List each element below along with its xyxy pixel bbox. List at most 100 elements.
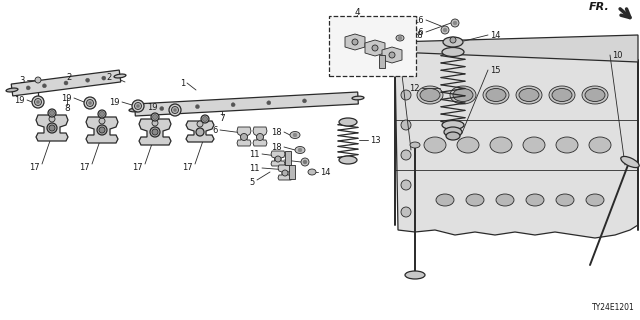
Circle shape [97,125,107,135]
Polygon shape [345,34,365,50]
Circle shape [86,100,93,107]
Ellipse shape [549,86,575,104]
Text: 19: 19 [109,98,120,107]
Circle shape [441,26,449,34]
Ellipse shape [523,137,545,153]
Circle shape [35,99,42,106]
Text: 11: 11 [250,164,260,172]
Text: 1: 1 [180,78,185,87]
Circle shape [303,160,307,164]
Circle shape [99,127,105,133]
Text: 2: 2 [107,73,112,82]
Circle shape [47,123,57,133]
Text: 15: 15 [490,66,500,75]
Text: 17: 17 [132,163,143,172]
Text: 12: 12 [410,84,420,92]
Circle shape [196,128,204,136]
Ellipse shape [586,194,604,206]
Text: 14: 14 [320,167,330,177]
Circle shape [451,19,459,27]
Ellipse shape [396,35,404,41]
Text: 11: 11 [250,149,260,158]
Text: 6: 6 [212,125,218,134]
Text: 18: 18 [271,142,282,151]
Circle shape [453,21,457,25]
Text: 3: 3 [20,76,25,84]
Ellipse shape [443,37,463,47]
Circle shape [401,90,411,100]
Ellipse shape [410,142,420,148]
Polygon shape [36,115,68,141]
Circle shape [102,76,106,80]
Circle shape [398,36,402,40]
Ellipse shape [295,147,305,154]
Circle shape [303,99,307,103]
Circle shape [64,81,68,85]
Circle shape [352,39,358,45]
Circle shape [298,148,302,152]
Ellipse shape [424,137,446,153]
Ellipse shape [496,194,514,206]
Polygon shape [382,47,402,63]
Ellipse shape [290,132,300,139]
Circle shape [49,116,55,122]
Circle shape [35,77,41,83]
Polygon shape [253,127,267,146]
Text: FR.: FR. [589,2,610,12]
Circle shape [450,37,456,43]
Text: TY24E1201: TY24E1201 [592,303,635,312]
Ellipse shape [483,86,509,104]
Circle shape [42,84,47,88]
Circle shape [169,104,181,116]
Ellipse shape [552,89,572,101]
Text: 11: 11 [388,59,399,68]
Circle shape [275,156,281,162]
Ellipse shape [352,96,364,100]
Circle shape [150,127,160,137]
Circle shape [197,121,203,127]
Circle shape [293,133,297,137]
Ellipse shape [436,194,454,206]
Polygon shape [186,121,214,142]
Circle shape [160,107,164,111]
Polygon shape [237,127,251,146]
Text: 16: 16 [413,15,424,25]
Polygon shape [365,40,385,56]
Ellipse shape [582,86,608,104]
Circle shape [401,60,411,70]
Circle shape [84,97,96,109]
Ellipse shape [420,89,440,101]
Text: 17: 17 [29,163,40,172]
Text: 18: 18 [412,30,422,39]
Ellipse shape [417,86,443,104]
Ellipse shape [556,137,578,153]
Text: 18: 18 [271,127,282,137]
Circle shape [136,105,140,108]
Ellipse shape [114,74,126,78]
Text: 19: 19 [147,102,158,111]
Circle shape [267,101,271,105]
Circle shape [301,158,309,166]
Circle shape [49,125,55,131]
Circle shape [389,52,395,58]
Text: 16: 16 [413,28,424,36]
Ellipse shape [405,271,425,279]
Circle shape [49,110,54,116]
Polygon shape [395,35,638,62]
Bar [285,151,291,165]
Ellipse shape [442,47,464,57]
Circle shape [152,120,158,126]
Circle shape [99,118,105,124]
Ellipse shape [466,194,484,206]
Circle shape [36,100,40,103]
Ellipse shape [444,127,462,137]
Circle shape [372,45,378,51]
Circle shape [231,103,235,107]
Circle shape [134,102,141,109]
Ellipse shape [446,132,460,140]
Text: 16: 16 [271,156,282,164]
Ellipse shape [339,118,357,126]
Ellipse shape [453,89,473,101]
Polygon shape [86,117,118,143]
Ellipse shape [585,89,605,101]
